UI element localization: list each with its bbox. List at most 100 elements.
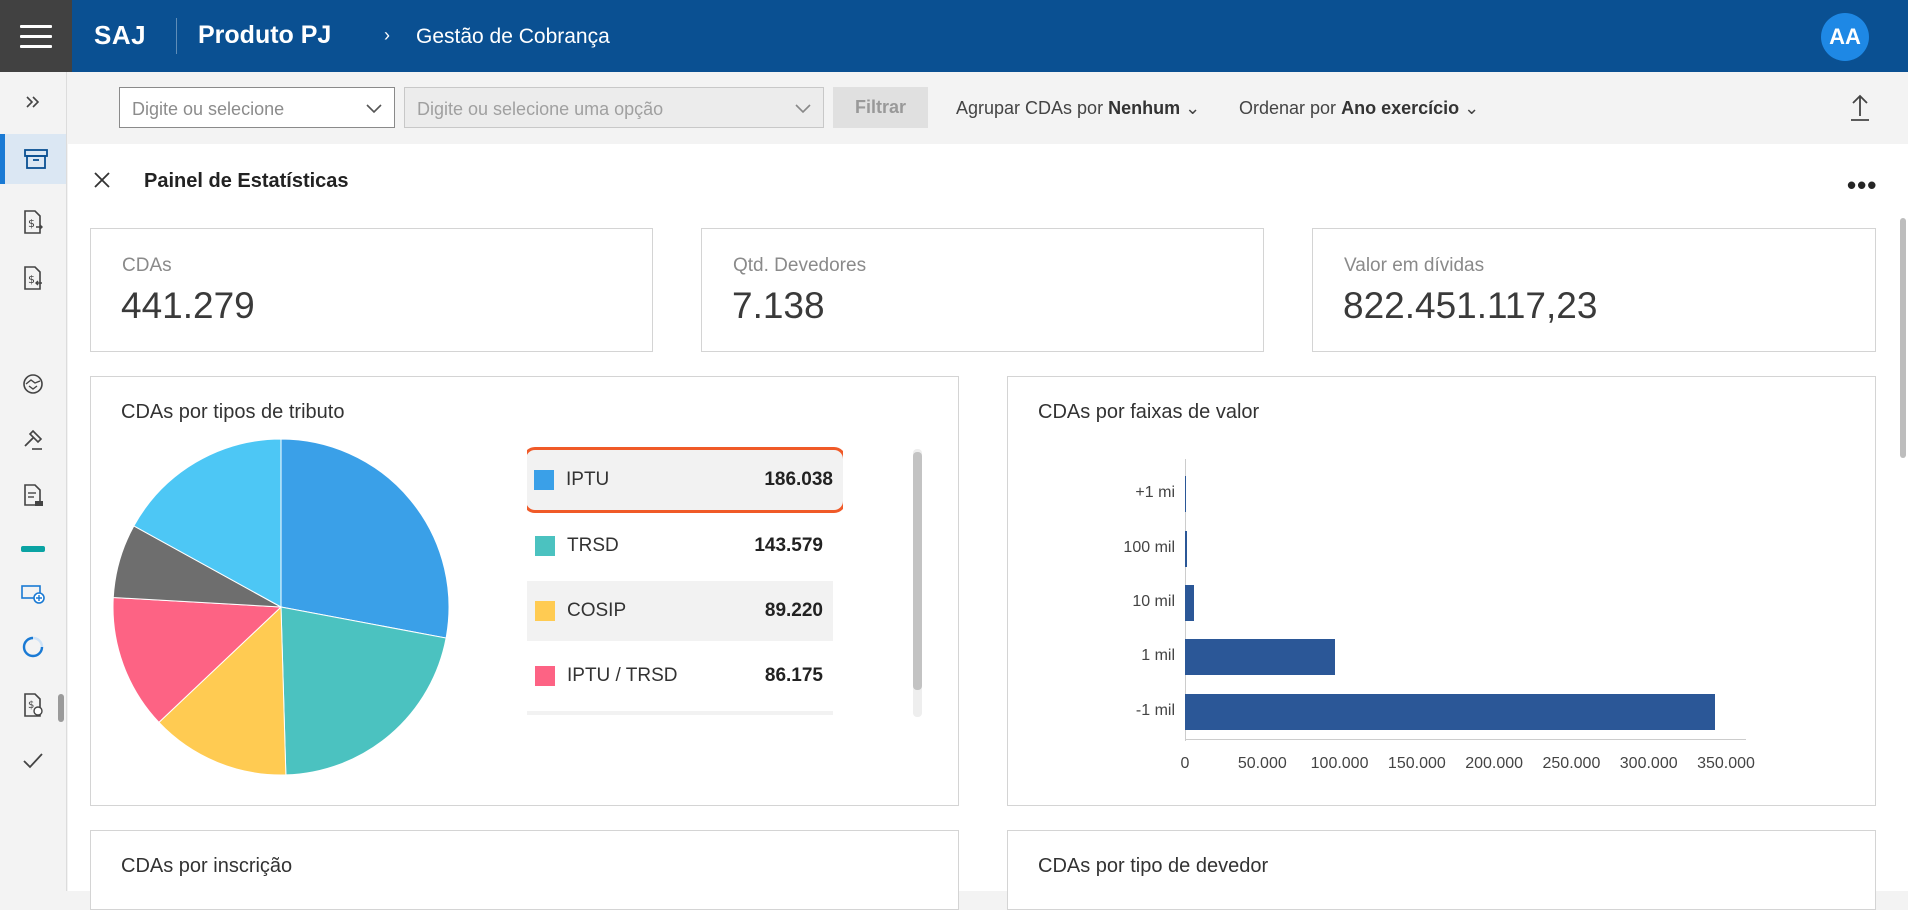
bar-category-label: 10 mil (1132, 593, 1175, 610)
x-tick-label: 0 (1180, 755, 1190, 772)
x-axis-line (1185, 739, 1746, 740)
chevron-down-icon (364, 98, 384, 123)
check-icon[interactable] (0, 735, 66, 785)
legend-value: 186.038 (764, 469, 833, 490)
legend-swatch (534, 470, 554, 490)
menu-icon[interactable] (0, 0, 72, 72)
bar[interactable] (1185, 476, 1186, 513)
stat-card-devedores: Qtd. Devedores 7.138 (701, 228, 1264, 352)
stat-label: Valor em dívidas (1344, 255, 1485, 276)
sidebar-scrollbar[interactable] (58, 694, 64, 722)
panel-scrollbar[interactable] (1900, 218, 1906, 458)
stat-value: 441.279 (121, 285, 255, 326)
pie-legend: IPTU 186.038 TRSD 143.579 COSIP 89.220 IPTU / … (527, 447, 843, 715)
bar-category-label: 1 mil (1141, 647, 1175, 665)
divider (176, 18, 177, 54)
pie-slice[interactable] (280, 606, 447, 776)
chevron-down-icon (793, 98, 813, 123)
stat-value: 822.451.117,23 (1343, 285, 1598, 326)
x-tick-label: 350.000 (1697, 755, 1755, 772)
order-by-dropdown[interactable]: Ordenar por Ano exercício ⌄ (1239, 98, 1479, 119)
gavel-icon[interactable] (0, 415, 66, 465)
chart-title: CDAs por faixas de valor (1038, 401, 1260, 423)
product-name[interactable]: Produto PJ (198, 21, 332, 49)
bar[interactable] (1185, 693, 1716, 730)
stat-label: CDAs (122, 255, 172, 276)
x-tick-label: 250.000 (1542, 755, 1601, 772)
pie-chart (112, 438, 450, 776)
x-tick-label: 50.000 (1237, 755, 1287, 772)
legend-scrollbar[interactable] (913, 452, 922, 690)
card-devedor: CDAs por tipo de devedor (1007, 830, 1876, 910)
pie-slice[interactable] (158, 605, 287, 776)
expand-icon[interactable] (0, 77, 66, 127)
order-by-value: Ano exercício (1341, 98, 1460, 118)
top-bar: SAJ Produto PJ › Gestão de Cobrança AA (0, 0, 1908, 72)
stat-value: 7.138 (732, 285, 825, 326)
add-screen-icon[interactable] (0, 569, 66, 619)
chevron-down-icon: ⌄ (1464, 98, 1480, 118)
more-options-icon[interactable]: ••• (1847, 170, 1878, 200)
filter-button[interactable]: Filtrar (833, 87, 928, 128)
chart-title: CDAs por tipos de tributo (121, 401, 345, 423)
legend-swatch (535, 666, 555, 686)
svg-text:$: $ (28, 273, 35, 286)
x-tick-label: 300.000 (1619, 755, 1678, 772)
legend-item[interactable]: TRSD 143.579 (527, 516, 833, 576)
legend-item[interactable]: IPTU 186.038 (527, 447, 843, 513)
x-tick-label: 150.000 (1387, 755, 1446, 772)
group-by-dropdown[interactable]: Agrupar CDAs por Nenhum ⌄ (956, 98, 1200, 119)
bar-category-label: -1 mil (1135, 701, 1175, 719)
svg-text:$: $ (28, 700, 34, 711)
brand-logo[interactable]: SAJ (94, 20, 147, 50)
document-money-icon[interactable]: $ (0, 197, 66, 247)
legend-label: IPTU (566, 469, 610, 490)
document-settings-icon[interactable]: $ (0, 680, 66, 730)
legend-label: COSIP (567, 600, 627, 621)
handshake-icon[interactable] (0, 359, 66, 409)
bar-chart: +1 mi 100 mil 10 mil 1 mil -1 mil 0 50.000 100.… (1008, 377, 1877, 807)
chart-title: CDAs por tipo de devedor (1038, 855, 1269, 877)
pie-slice[interactable] (280, 438, 450, 639)
sidebar: $ $ $ (0, 72, 67, 891)
document-user-icon[interactable] (0, 471, 66, 521)
x-tick-label: 200.000 (1465, 755, 1524, 772)
legend-item[interactable]: COSIP 89.220 (527, 581, 833, 641)
svg-text:$: $ (28, 217, 35, 230)
upload-icon[interactable] (1849, 92, 1871, 127)
close-icon[interactable] (91, 169, 113, 196)
legend-label: IPTU / TRSD (567, 665, 678, 686)
breadcrumb[interactable]: Gestão de Cobrança (416, 25, 610, 48)
panel-title: Painel de Estatísticas (144, 170, 349, 192)
legend-item[interactable]: COSIP / IPTU / TRSD47.355 (527, 711, 833, 715)
card-faixas: CDAs por faixas de valor +1 mi 100 mil 10 … (1007, 376, 1876, 806)
archive-icon[interactable] (0, 134, 66, 184)
group-by-value: Nenhum (1108, 98, 1181, 118)
x-tick-label: 100.000 (1310, 755, 1369, 772)
legend-swatch (535, 601, 555, 621)
bar[interactable] (1185, 530, 1188, 567)
legend-item[interactable]: IPTU / TRSD 86.175 (527, 646, 833, 706)
pie-slice[interactable] (112, 596, 283, 724)
combo-1-placeholder: Digite ou selecione (132, 99, 285, 119)
loading-icon (0, 622, 66, 672)
filter-combo-1[interactable]: Digite ou selecione (119, 87, 395, 128)
legend-value: 143.579 (754, 535, 823, 556)
group-by-label: Agrupar CDAs por (956, 98, 1104, 118)
avatar[interactable]: AA (1821, 13, 1869, 61)
card-tributo: CDAs por tipos de tributo IPTU 186.038 TRS… (90, 376, 959, 806)
legend-label: TRSD (567, 535, 619, 556)
pie-slice[interactable] (133, 438, 282, 608)
chart-title: CDAs por inscrição (121, 855, 293, 877)
order-by-label: Ordenar por (1239, 98, 1337, 118)
legend-swatch (535, 536, 555, 556)
legend-value: 86.175 (764, 665, 823, 686)
filter-combo-2[interactable]: Digite ou selecione uma opção (404, 87, 824, 128)
progress-bar-icon[interactable] (0, 524, 66, 574)
document-money-return-icon[interactable]: $ (0, 253, 66, 303)
bar[interactable] (1185, 639, 1335, 676)
bar[interactable] (1185, 585, 1194, 621)
legend-value: 89.220 (764, 600, 823, 621)
statistics-panel: Painel de Estatísticas ••• CDAs 441.279 … (68, 144, 1908, 910)
bar-category-label: 100 mil (1123, 538, 1175, 556)
